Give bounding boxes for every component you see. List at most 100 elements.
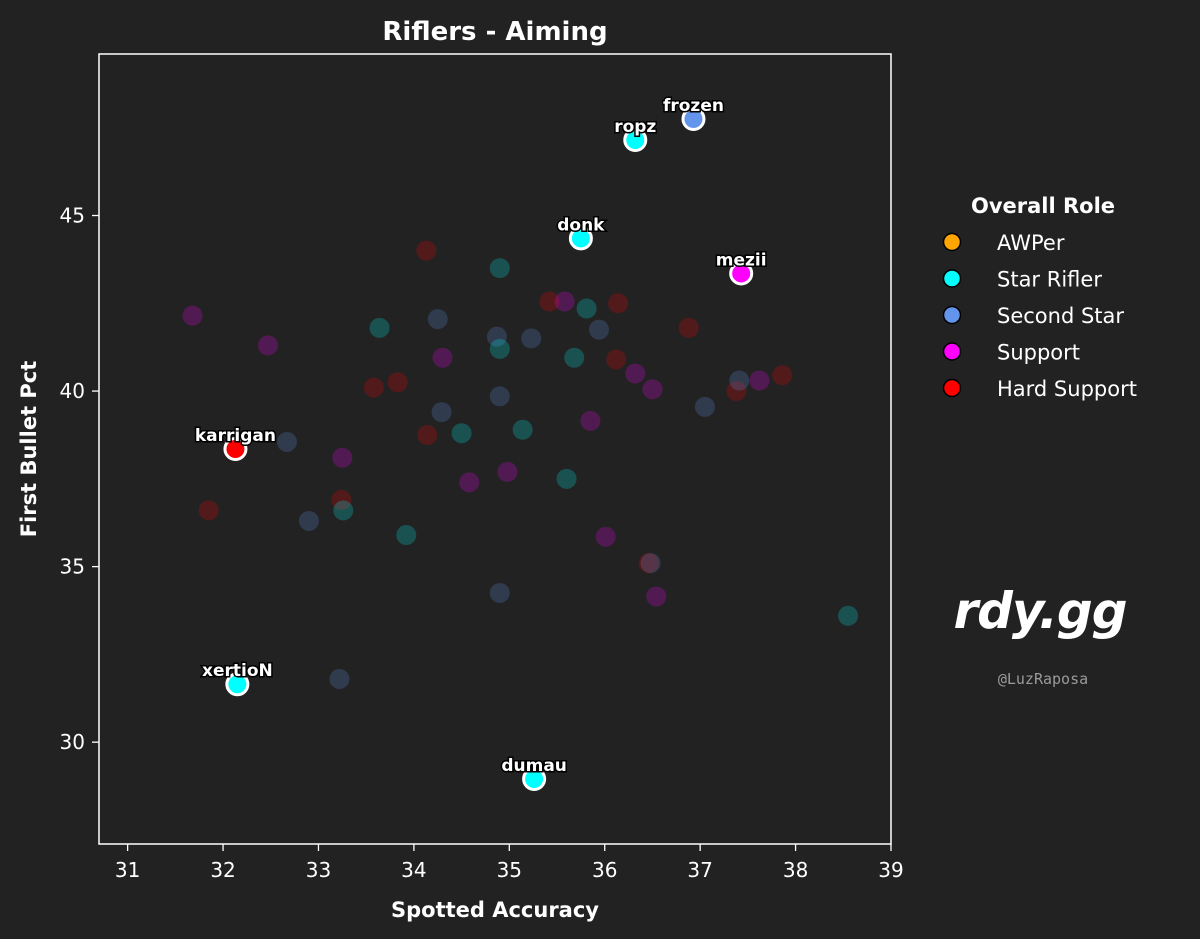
x-tick-label: 35: [497, 858, 522, 882]
y-tick-label: 40: [60, 379, 85, 403]
data-point: [838, 605, 859, 626]
y-tick-label: 30: [60, 730, 85, 754]
data-point: [486, 326, 507, 347]
data-point: [608, 293, 629, 314]
data-point: [257, 335, 278, 356]
x-tick-label: 31: [115, 858, 140, 882]
data-point: [489, 386, 510, 407]
data-point: [726, 381, 747, 402]
player-label: frozen: [663, 96, 724, 116]
data-point: [539, 291, 560, 312]
x-tick-label: 32: [210, 858, 235, 882]
data-point: [331, 489, 352, 510]
data-point: [694, 396, 715, 417]
data-point: [396, 525, 417, 546]
data-point: [182, 305, 203, 326]
data-point: [497, 461, 518, 482]
data-point: [416, 240, 437, 261]
data-point: [489, 582, 510, 603]
legend-label: Star Rifler: [997, 268, 1102, 292]
y-axis-label: First Bullet Pct: [17, 361, 41, 538]
data-point: [417, 424, 438, 445]
player-label: donk: [557, 215, 605, 235]
data-point: [640, 553, 661, 574]
data-point: [554, 291, 575, 312]
legend-label: AWPer: [997, 231, 1065, 255]
data-point: [459, 472, 480, 493]
brand-logo: rdy.gg: [953, 582, 1126, 640]
highlighted-point: [729, 261, 754, 286]
x-tick-label: 38: [783, 858, 808, 882]
player-label: dumau: [501, 756, 567, 776]
data-point: [564, 347, 585, 368]
legend-marker: [942, 305, 962, 325]
legend-marker: [942, 378, 962, 398]
data-point: [646, 586, 667, 607]
data-point: [576, 298, 597, 319]
author-handle: @LuzRaposa: [998, 670, 1088, 688]
legend-label: Second Star: [997, 304, 1124, 328]
data-point: [298, 510, 319, 531]
data-point: [276, 431, 297, 452]
data-point: [678, 317, 699, 338]
legend-marker: [942, 269, 962, 288]
data-point: [642, 379, 663, 400]
data-point: [595, 526, 616, 547]
data-point: [332, 447, 353, 468]
highlighted-point: [623, 128, 648, 153]
legend-title: Overall Role: [971, 194, 1115, 218]
data-point: [489, 258, 510, 279]
x-tick-label: 37: [687, 858, 712, 882]
data-point: [427, 309, 448, 330]
data-point: [772, 365, 793, 386]
y-axis: 30 35 40 45: [60, 204, 99, 754]
data-point: [451, 423, 472, 444]
data-point: [589, 319, 610, 340]
highlighted-point: [223, 437, 248, 461]
data-point: [369, 317, 390, 338]
highlighted-points: frozen ropz donk mezii karrigan xertioN dumau: [193, 94, 768, 792]
data-point: [749, 370, 770, 391]
highlighted-point: [522, 767, 547, 792]
data-point: [329, 668, 350, 689]
highlighted-point: [225, 672, 250, 697]
legend-marker: [942, 342, 962, 361]
x-axis-label: Spotted Accuracy: [391, 898, 599, 922]
data-point: [431, 402, 452, 423]
x-axis: 31 32 33 34 35 36 37 38 39: [115, 844, 904, 882]
x-tick-label: 34: [401, 858, 426, 882]
watermark: rdy.gg @LuzRaposa: [953, 582, 1127, 688]
legend-label: Hard Support: [997, 377, 1137, 401]
legend-label: Support: [997, 341, 1080, 365]
x-tick-label: 33: [306, 858, 331, 882]
legend: Overall Role AWPer Star Rifler Second Star…: [942, 194, 1137, 401]
y-tick-label: 35: [60, 555, 85, 579]
data-point: [432, 347, 453, 368]
data-point: [606, 349, 627, 370]
legend-marker: [942, 232, 962, 252]
highlighted-point: [681, 106, 706, 131]
x-tick-label: 36: [592, 858, 617, 882]
background-points: [182, 240, 859, 689]
plot-area: [98, 53, 892, 845]
data-point: [521, 328, 542, 349]
chart-title: Riflers - Aiming: [382, 17, 607, 47]
player-label: xertioN: [202, 661, 273, 681]
data-point: [580, 410, 601, 431]
data-point: [638, 553, 659, 574]
data-point: [387, 372, 408, 393]
y-tick-label: 45: [60, 204, 85, 228]
data-point: [333, 500, 354, 521]
highlighted-point: [568, 226, 593, 251]
player-label: karrigan: [195, 426, 276, 446]
data-point: [729, 370, 750, 391]
player-label: ropz: [614, 117, 656, 137]
data-point: [489, 338, 510, 359]
data-point: [363, 377, 384, 398]
data-point: [198, 500, 219, 521]
data-point: [625, 363, 646, 384]
data-point: [556, 468, 577, 489]
data-point: [512, 419, 533, 440]
x-tick-label: 39: [878, 858, 903, 882]
